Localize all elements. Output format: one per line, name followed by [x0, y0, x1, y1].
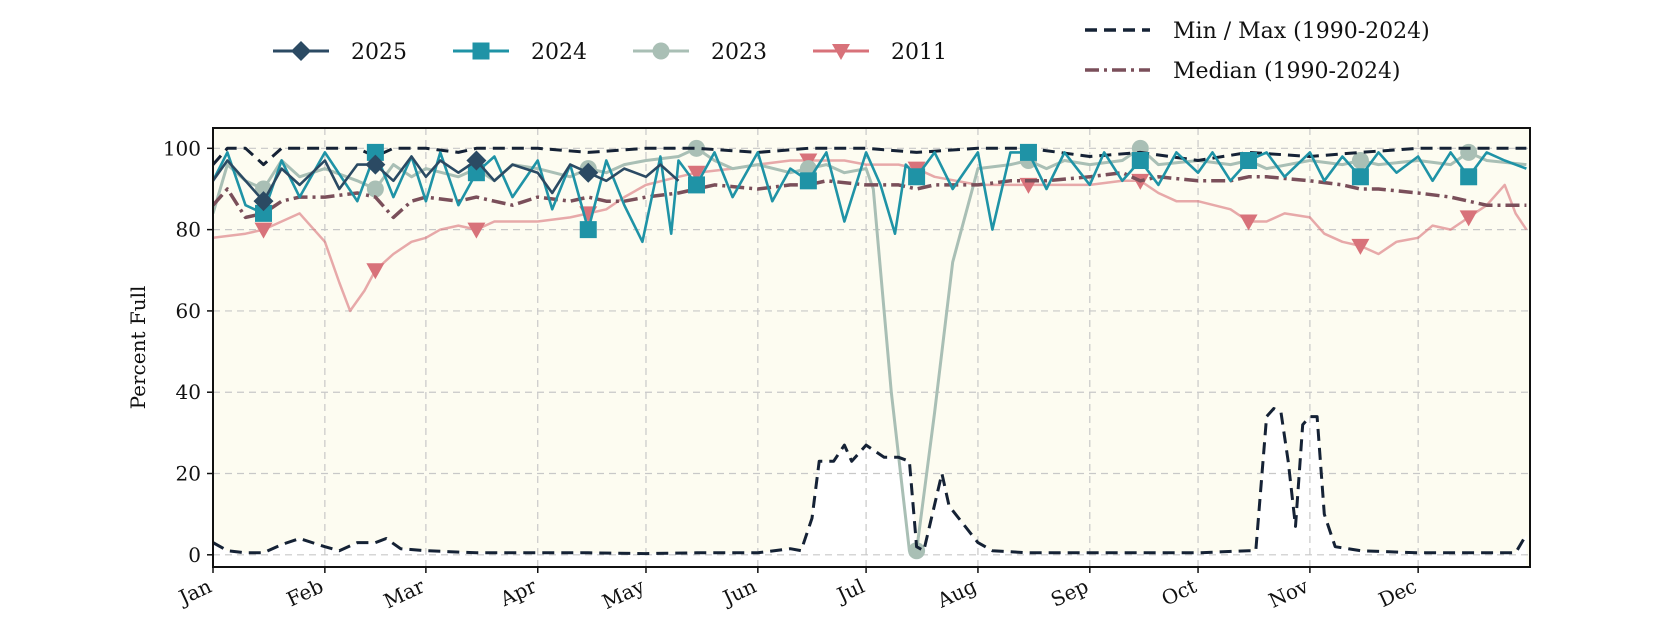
- x-tick-label: Jun: [717, 574, 760, 611]
- legend-label: Median (1990-2024): [1173, 59, 1401, 84]
- point-2024: [1351, 168, 1369, 186]
- legend-label: 2023: [711, 40, 767, 65]
- point-2011: [1239, 214, 1258, 231]
- point-2024: [908, 168, 926, 186]
- legend-label: Min / Max (1990-2024): [1173, 19, 1430, 44]
- legend-item-2025: 2025: [273, 40, 407, 65]
- point-2011: [1459, 210, 1478, 227]
- x-tick-label: Aug: [933, 574, 981, 613]
- point-2023: [688, 139, 706, 157]
- point-2024: [579, 221, 597, 239]
- plot-frame: [212, 127, 1531, 568]
- x-tick-label: Jan: [173, 574, 215, 611]
- x-tick-label: Feb: [283, 574, 327, 612]
- point-2011: [254, 222, 273, 239]
- legend-label: 2011: [891, 40, 947, 65]
- point-2024: [255, 204, 273, 222]
- x-tick-label: May: [598, 573, 648, 614]
- x-tick-label: Dec: [1375, 574, 1421, 612]
- point-2024: [688, 176, 706, 194]
- point-2024: [366, 143, 384, 161]
- legend-item-min-max-1990-2024: Min / Max (1990-2024): [1085, 19, 1430, 44]
- legend-item-2023: 2023: [633, 40, 767, 65]
- point-2025: [466, 150, 487, 171]
- plot-area: [213, 128, 1530, 567]
- point-2024: [1019, 143, 1037, 161]
- x-tick-label: Sep: [1047, 574, 1092, 612]
- point-2011: [687, 165, 706, 182]
- x-tick-label: Oct: [1158, 574, 1200, 611]
- point-2023: [908, 542, 926, 560]
- point-2023: [366, 180, 384, 198]
- series-line-2025: [213, 155, 680, 203]
- x-tick-label: Apr: [495, 574, 540, 612]
- legend: 2025 2024 2023 2011 Min / Max (1990-2024) Med…: [273, 19, 1430, 84]
- point-2025: [578, 162, 599, 183]
- legend-marker: [832, 44, 850, 60]
- series-line-median-1990-2024: [213, 170, 1527, 220]
- gridlines: [213, 128, 1530, 567]
- point-2023: [1460, 143, 1478, 161]
- y-axis-label: Percent Full: [126, 286, 150, 410]
- y-tick-label: 40: [176, 380, 201, 404]
- point-2025: [365, 154, 386, 175]
- legend-marker: [291, 41, 311, 61]
- x-tick-label: Mar: [380, 574, 429, 614]
- point-2024: [467, 164, 485, 182]
- series-line-min-max-1990-2024-min: [213, 407, 1528, 556]
- x-tick-label: Jul: [832, 574, 869, 608]
- point-2024: [1460, 168, 1478, 186]
- series-median-1990-2024: [213, 170, 1527, 220]
- series-line-2011: [213, 159, 1528, 313]
- y-tick-label: 80: [176, 218, 201, 242]
- y-tick-label: 20: [176, 462, 201, 486]
- point-2025: [253, 191, 274, 212]
- legend-label: 2024: [531, 40, 587, 65]
- series-min-max-1990-2024: [213, 146, 1528, 556]
- x-tick-label: Nov: [1265, 573, 1313, 612]
- legend-item-2024: 2024: [453, 40, 587, 65]
- point-2011: [366, 263, 385, 280]
- y-tick-label: 60: [176, 299, 201, 323]
- series-2025: [213, 150, 680, 212]
- point-2011: [1351, 238, 1370, 255]
- y-tick-label: 100: [163, 136, 201, 160]
- y-tick-label: 0: [188, 543, 201, 567]
- point-2024: [799, 172, 817, 190]
- point-2011: [467, 222, 486, 239]
- legend-item-2011: 2011: [813, 40, 947, 65]
- point-2023: [1351, 152, 1369, 170]
- point-2024: [1131, 152, 1149, 170]
- point-2024: [1240, 152, 1258, 170]
- below-min-fill: [213, 408, 1527, 567]
- legend-marker: [652, 42, 670, 60]
- legend-label: 2025: [351, 40, 407, 65]
- legend-marker: [472, 42, 490, 60]
- legend-item-median-1990-2024: Median (1990-2024): [1085, 59, 1401, 84]
